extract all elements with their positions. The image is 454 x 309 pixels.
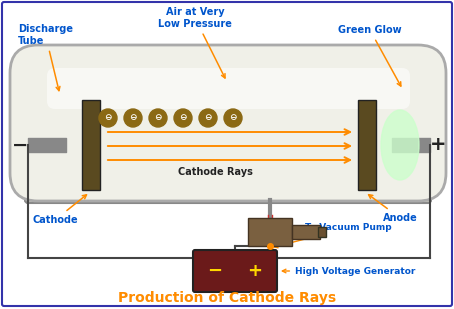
FancyBboxPatch shape (25, 92, 431, 203)
Bar (292, 225, 320, 239)
Bar (318, 227, 326, 237)
Text: ⊖: ⊖ (104, 113, 112, 122)
Circle shape (174, 109, 192, 127)
Circle shape (149, 109, 167, 127)
Text: ⊖: ⊖ (129, 113, 137, 122)
Text: −: − (12, 136, 28, 154)
FancyBboxPatch shape (10, 45, 446, 201)
Text: ⊖: ⊖ (154, 113, 162, 122)
Text: −: − (207, 262, 222, 280)
Text: +: + (247, 262, 262, 280)
FancyBboxPatch shape (193, 250, 277, 292)
Text: High Voltage Generator: High Voltage Generator (282, 266, 415, 276)
Text: Air at Very
Low Pressure: Air at Very Low Pressure (158, 7, 232, 78)
Bar (248, 218, 292, 246)
FancyBboxPatch shape (2, 2, 452, 306)
Text: Green Glow: Green Glow (338, 25, 402, 86)
Text: +: + (430, 136, 446, 154)
Text: ⊖: ⊖ (179, 113, 187, 122)
FancyBboxPatch shape (47, 68, 410, 109)
Circle shape (224, 109, 242, 127)
Text: Cathode: Cathode (32, 195, 87, 225)
Circle shape (99, 109, 117, 127)
Bar (358, 100, 376, 190)
Circle shape (124, 109, 142, 127)
Text: Discharge
Tube: Discharge Tube (18, 24, 73, 91)
Bar (82, 100, 100, 190)
Text: Cathode Rays: Cathode Rays (178, 167, 252, 177)
Text: ⊖: ⊖ (204, 113, 212, 122)
Text: To Vacuum Pump: To Vacuum Pump (274, 223, 392, 248)
Ellipse shape (381, 110, 419, 180)
Circle shape (199, 109, 217, 127)
Text: Anode: Anode (369, 195, 417, 223)
Text: ⊖: ⊖ (229, 113, 237, 122)
Text: Production of Cathode Rays: Production of Cathode Rays (118, 291, 336, 305)
